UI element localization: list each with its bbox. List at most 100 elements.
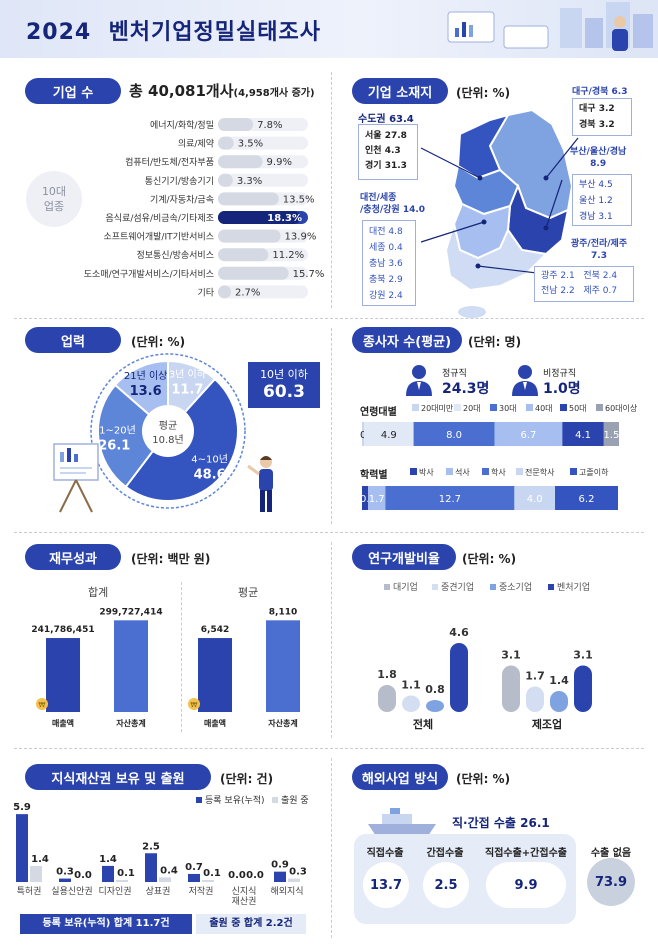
rnd-value-label: 1.1 — [401, 679, 421, 692]
stacked-segment-value: 0.6 — [360, 494, 376, 505]
rnd-bar — [550, 691, 568, 712]
industry-category-label: 정보통신/방송서비스 — [136, 250, 214, 261]
presenter-illustration — [247, 456, 273, 512]
rnd-bar — [426, 700, 444, 712]
employee-education-bar: 박사 석사 학사 전문학사 고졸이하 0.61.7 12.7 4.0 6.2 — [360, 467, 618, 510]
industry-value-label: 13.5% — [283, 194, 315, 205]
ip-bar — [159, 877, 171, 882]
rnd-bar — [526, 686, 544, 712]
stacked-segment-value: 1.5 — [603, 430, 619, 441]
pie-slice-label: 4~10년 — [191, 453, 228, 465]
region-row: 경기 31.3 — [365, 161, 407, 171]
industry-category-label: 통신기기/방송기기 — [145, 176, 214, 187]
divider — [331, 72, 332, 308]
ip-value-label: 0.4 — [160, 865, 178, 876]
rnd-value-label: 0.8 — [425, 683, 445, 696]
industry-value-label: 2.7% — [235, 287, 260, 298]
region-row: 세종 0.4 — [369, 243, 403, 253]
callout-label: 10년 이하 — [260, 368, 308, 381]
legend-swatch — [560, 404, 567, 411]
rnd-value-label: 4.6 — [449, 626, 469, 639]
legend-swatch — [548, 584, 554, 590]
legend-swatch — [570, 468, 577, 475]
legend-label: 전문학사 — [525, 467, 555, 477]
industry-chart: 에너지/화학/정밀 7.8% 의료/제약 3.5% 컴퓨터/반도체/전자부품 9.9% 통신… — [84, 118, 325, 299]
finance-avg-chart: 6,542 매출액 8,110 자산총계 ₩ — [188, 607, 300, 728]
legend-label: 대기업 — [393, 582, 418, 593]
region-row: 대전 4.8 — [369, 227, 403, 237]
region-row: 광주 2.1 전북 2.4 — [541, 269, 627, 284]
ip-footer-applied: 출원 중 합계 2.2건 — [196, 914, 306, 934]
overseas-label-direct: 직접수출 — [366, 848, 404, 859]
finance-avg-label: 평균 — [238, 586, 259, 599]
industry-category-label: 컴퓨터/반도체/전자부품 — [125, 156, 214, 168]
stacked-segment — [555, 486, 618, 510]
pie-center-label: 평균 — [159, 420, 177, 432]
industry-bar — [218, 155, 263, 169]
nonregular-worker-icon — [512, 365, 538, 396]
legend-label: 20대 — [463, 404, 481, 413]
stacked-segment — [413, 422, 495, 446]
industry-bar — [218, 211, 301, 224]
stacked-segment-value: 6.7 — [520, 430, 536, 441]
ip-category-label: 실용신안권 — [51, 885, 92, 897]
legend-swatch — [432, 584, 438, 590]
divider — [331, 328, 332, 524]
ip-value-label: 0.7 — [185, 862, 203, 873]
legend-swatch — [490, 404, 497, 411]
finance-category-label: 매출액 — [52, 718, 74, 728]
legend-swatch — [196, 797, 202, 803]
industry-value-label: 3.5% — [238, 139, 263, 150]
industry-value-label: 11.2% — [272, 250, 304, 261]
regular-value: 24.3명 — [442, 381, 490, 397]
region-daegu-title: 대구/경북 6.3 — [572, 87, 628, 97]
pie-slice-value: 26.1 — [98, 439, 130, 454]
section-pill-rnd: 연구개발비율 — [352, 544, 456, 570]
region-row: 경남 3.1 — [579, 212, 613, 222]
industry-bar — [218, 248, 269, 262]
legend-label: 40대 — [535, 404, 553, 413]
ip-value-label: 0.9 — [271, 860, 289, 871]
regular-label: 정규직 — [442, 369, 467, 379]
legend-swatch — [446, 468, 453, 475]
overseas-value-none: 73.9 — [587, 858, 635, 906]
ip-bar — [59, 878, 71, 882]
age-unit: (단위: %) — [131, 335, 186, 349]
legend-swatch — [526, 404, 533, 411]
finance-value-label: 6,542 — [201, 625, 229, 635]
regular-worker-icon — [406, 365, 432, 396]
industry-category-label: 도소매/연구개발서비스/기타서비스 — [84, 269, 214, 280]
stacked-segment-value: 1.7 — [369, 494, 385, 505]
legend-swatch — [490, 584, 496, 590]
region-gwangju-box: 광주 2.1 전북 2.4 전남 2.2 제주 0.7 — [534, 266, 634, 302]
coin-icon-label: ₩ — [191, 701, 198, 709]
pie-slice-value: 48.6 — [194, 467, 226, 482]
industry-bar-track — [218, 136, 308, 150]
industry-value-label: 18.3% — [267, 213, 302, 224]
stacked-segment — [368, 486, 386, 510]
ip-bar — [288, 878, 300, 882]
rnd-category-label: 제조업 — [532, 717, 562, 731]
legend-swatch — [482, 468, 489, 475]
stacked-segment-value: 4.0 — [527, 494, 543, 505]
legend-label: 박사 — [419, 467, 434, 477]
rnd-value-label: 3.1 — [501, 649, 521, 662]
rnd-chart: 대기업 중견기업 중소기업 벤처기업 1.8 1.1 0.8 4.6 전체 3.1 1.7 1.4 3.… — [377, 581, 593, 731]
region-title-line: /충청/강원 14.0 — [360, 205, 426, 215]
ip-value-label: 0.0 — [246, 870, 264, 881]
ip-bar — [202, 880, 214, 882]
rnd-bar — [502, 665, 520, 712]
finance-value-label: 241,786,451 — [31, 625, 94, 635]
legend-label: 학사 — [491, 467, 506, 477]
region-row: 경북 3.2 — [579, 120, 615, 130]
industry-value-label: 15.7% — [293, 269, 325, 280]
ip-value-label: 1.4 — [99, 854, 117, 865]
section-pill-location: 기업 소재지 — [352, 78, 448, 104]
industry-category-label: 의료/제약 — [178, 138, 214, 150]
industry-value-label: 3.3% — [237, 176, 262, 187]
legend-label: 50대 — [569, 404, 587, 413]
legend-label: 벤처기업 — [557, 581, 590, 593]
rnd-value-label: 1.7 — [525, 670, 545, 683]
ip-value-label: 0.0 — [74, 870, 92, 881]
